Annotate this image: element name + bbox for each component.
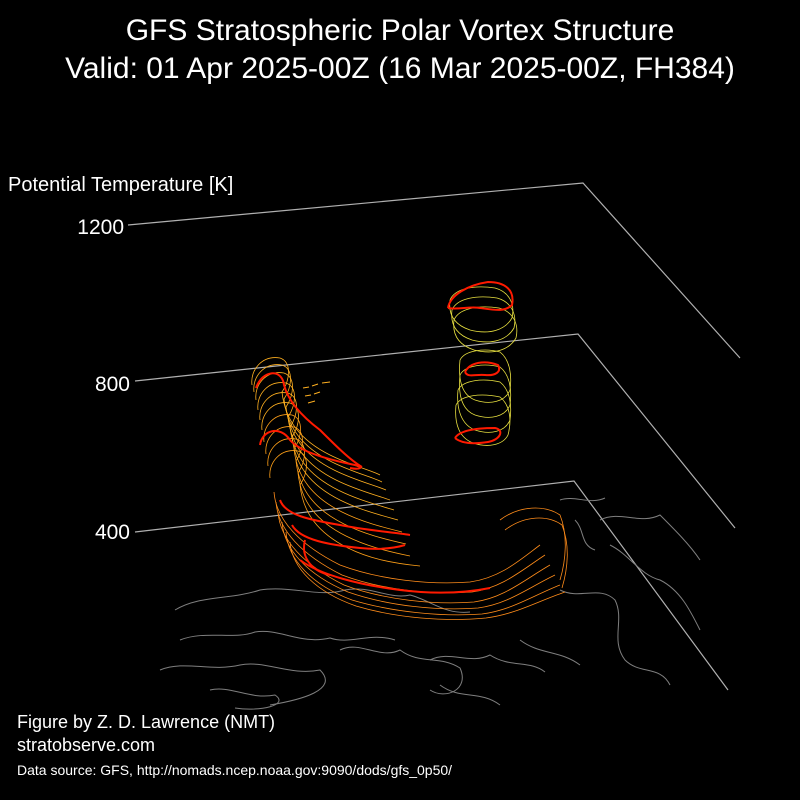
grid-line-800 bbox=[134, 333, 736, 529]
grid-line-1200 bbox=[127, 182, 741, 359]
tick-label-400: 400 bbox=[94, 521, 130, 544]
upper-vortex-edges bbox=[447, 280, 514, 445]
author-credit: Figure by Z. D. Lawrence (NMT) bbox=[17, 712, 276, 732]
main-vortex-contours bbox=[251, 357, 568, 620]
main-vortex-edges bbox=[255, 372, 491, 594]
small-fragment bbox=[302, 381, 331, 404]
tick-label-1200: 1200 bbox=[77, 216, 124, 239]
grid-line-400 bbox=[134, 480, 729, 691]
coastlines bbox=[159, 497, 701, 710]
site-credit: stratobserve.com bbox=[17, 735, 156, 755]
tick-label-800: 800 bbox=[94, 373, 130, 396]
z-axis-label: Potential Temperature [K] bbox=[8, 174, 234, 196]
data-source-credit: Data source: GFS, http://nomads.ncep.noa… bbox=[17, 762, 453, 778]
upper-vortex-contours bbox=[449, 286, 518, 446]
chart-subtitle: Valid: 01 Apr 2025-00Z (16 Mar 2025-00Z,… bbox=[65, 52, 735, 85]
chart-title: GFS Stratospheric Polar Vortex Structure bbox=[125, 14, 675, 47]
